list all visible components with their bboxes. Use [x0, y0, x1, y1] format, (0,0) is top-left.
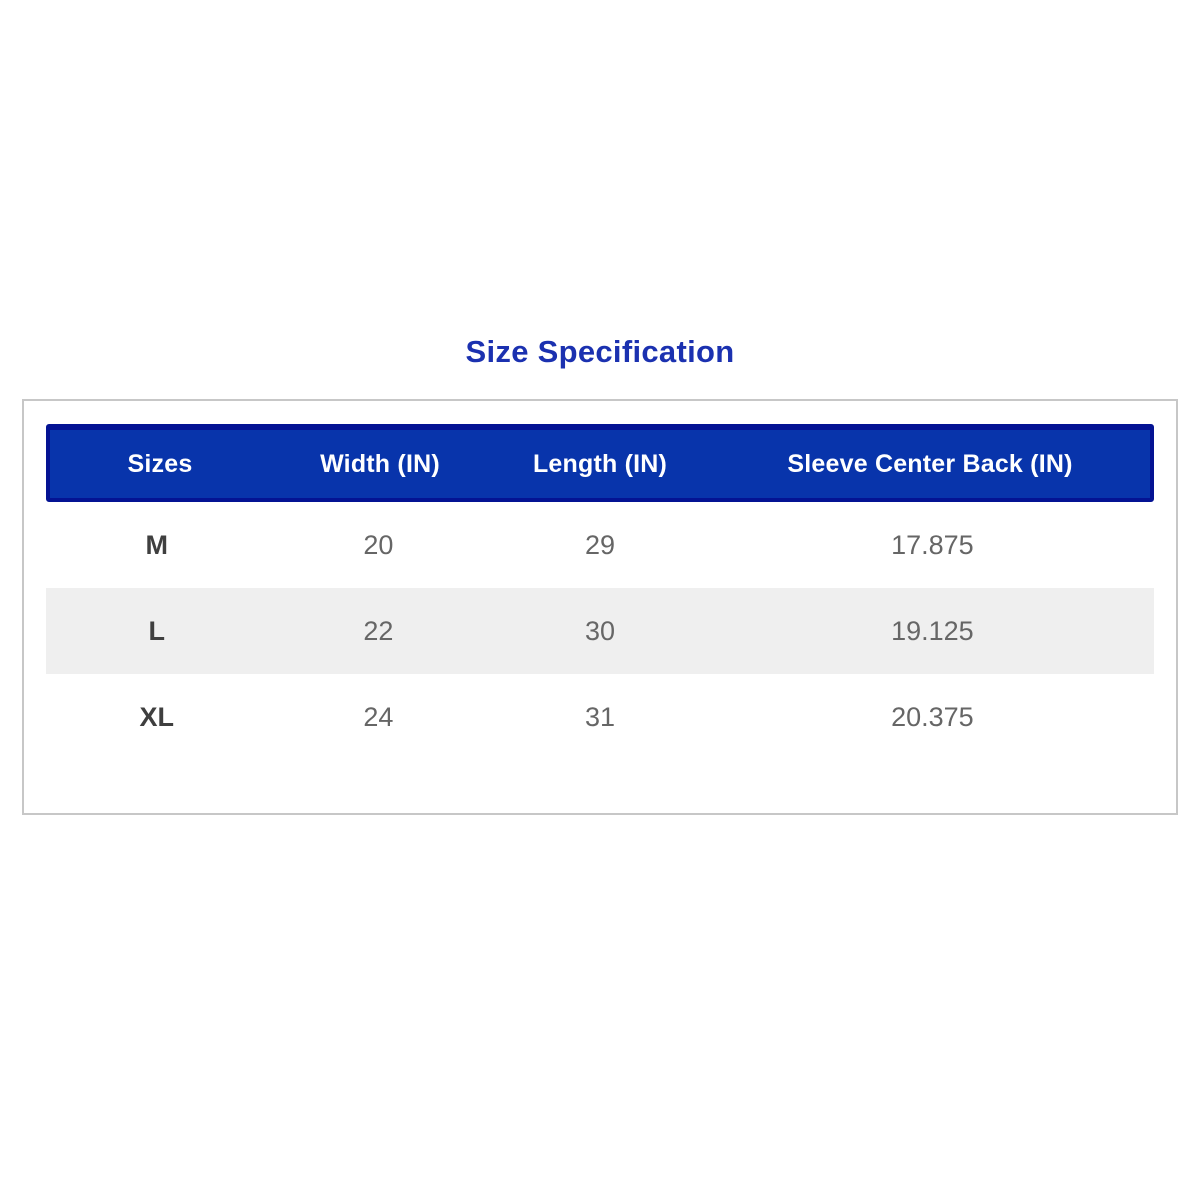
- table-header-row: Sizes Width (IN) Length (IN) Sleeve Cent…: [46, 424, 1154, 502]
- column-header-sleeve: Sleeve Center Back (IN): [787, 449, 1073, 478]
- size-label: M: [145, 529, 169, 560]
- column-header-width: Width (IN): [320, 449, 440, 478]
- size-label: XL: [139, 701, 175, 732]
- column-header-sizes: Sizes: [127, 449, 193, 478]
- sleeve-value: 17.875: [891, 529, 974, 560]
- size-label: L: [148, 615, 166, 646]
- column-header-length: Length (IN): [532, 449, 668, 478]
- sleeve-value: 19.125: [891, 615, 974, 646]
- table-row-l: L 22 30 19.125: [46, 588, 1154, 674]
- sleeve-value: 20.375: [891, 701, 974, 732]
- width-value: 20: [363, 529, 394, 560]
- page-title: Size Specification: [465, 334, 735, 369]
- length-value: 29: [584, 529, 615, 560]
- table-row-xl: XL 24 31 20.375: [46, 674, 1154, 760]
- length-value: 30: [584, 615, 615, 646]
- size-spec-panel: Sizes Width (IN) Length (IN) Sleeve Cent…: [22, 399, 1178, 815]
- width-value: 22: [363, 615, 394, 646]
- size-spec-table: Sizes Width (IN) Length (IN) Sleeve Cent…: [46, 424, 1154, 760]
- width-value: 24: [363, 701, 394, 732]
- table-row-m: M 20 29 17.875: [46, 502, 1154, 588]
- length-value: 31: [584, 701, 615, 732]
